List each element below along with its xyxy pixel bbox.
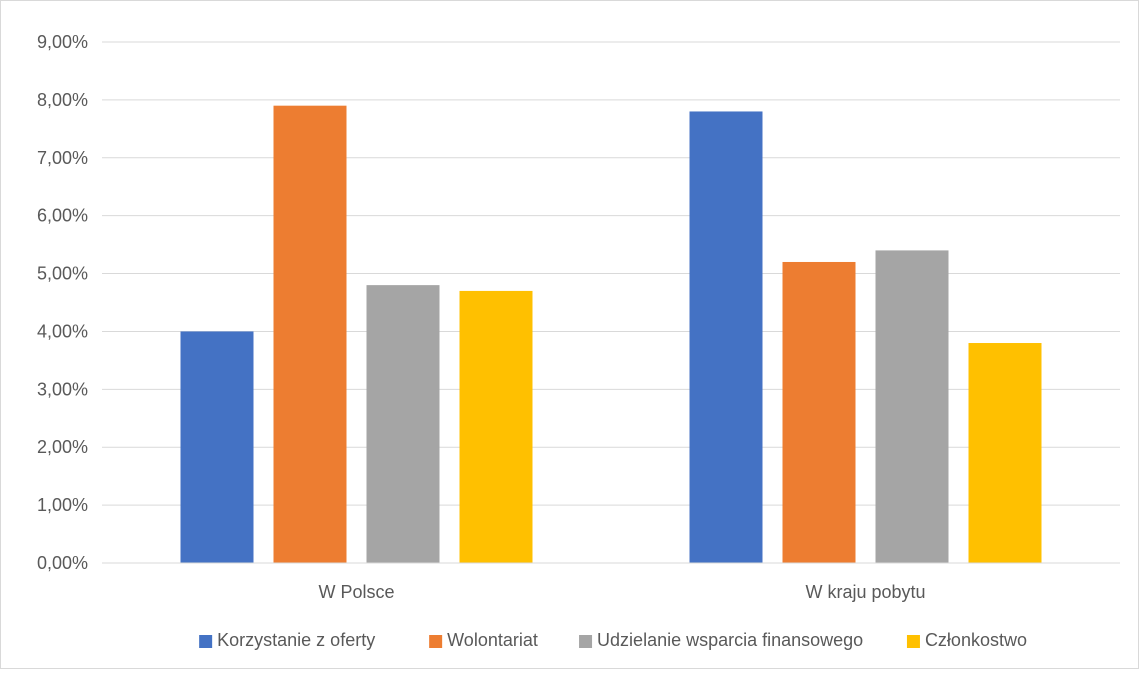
legend-label: Członkostwo <box>925 630 1027 650</box>
bar <box>459 290 533 563</box>
x-tick-label: W kraju pobytu <box>805 582 925 602</box>
y-tick-label: 2,00% <box>37 437 88 457</box>
bar <box>689 111 763 563</box>
legend-swatch <box>429 635 443 648</box>
legend-label: Udzielanie wsparcia finansowego <box>597 630 863 650</box>
y-tick-label: 6,00% <box>37 206 88 226</box>
y-tick-label: 1,00% <box>37 495 88 515</box>
y-tick-label: 3,00% <box>37 379 88 399</box>
bar <box>366 285 440 563</box>
y-tick-label: 7,00% <box>37 148 88 168</box>
y-tick-label: 8,00% <box>37 90 88 110</box>
y-tick-label: 0,00% <box>37 553 88 573</box>
bar <box>180 331 254 563</box>
bar <box>968 343 1042 563</box>
legend-swatch <box>579 635 593 648</box>
bar <box>273 105 347 563</box>
legend-label: Korzystanie z oferty <box>217 630 375 650</box>
y-tick-label: 4,00% <box>37 321 88 341</box>
y-tick-label: 9,00% <box>37 32 88 52</box>
bar <box>782 261 856 563</box>
legend-swatch <box>199 635 213 648</box>
bar <box>875 250 949 563</box>
y-tick-label: 5,00% <box>37 264 88 284</box>
legend-swatch <box>906 635 920 648</box>
x-tick-label: W Polsce <box>318 582 394 602</box>
legend-label: Wolontariat <box>447 630 538 650</box>
